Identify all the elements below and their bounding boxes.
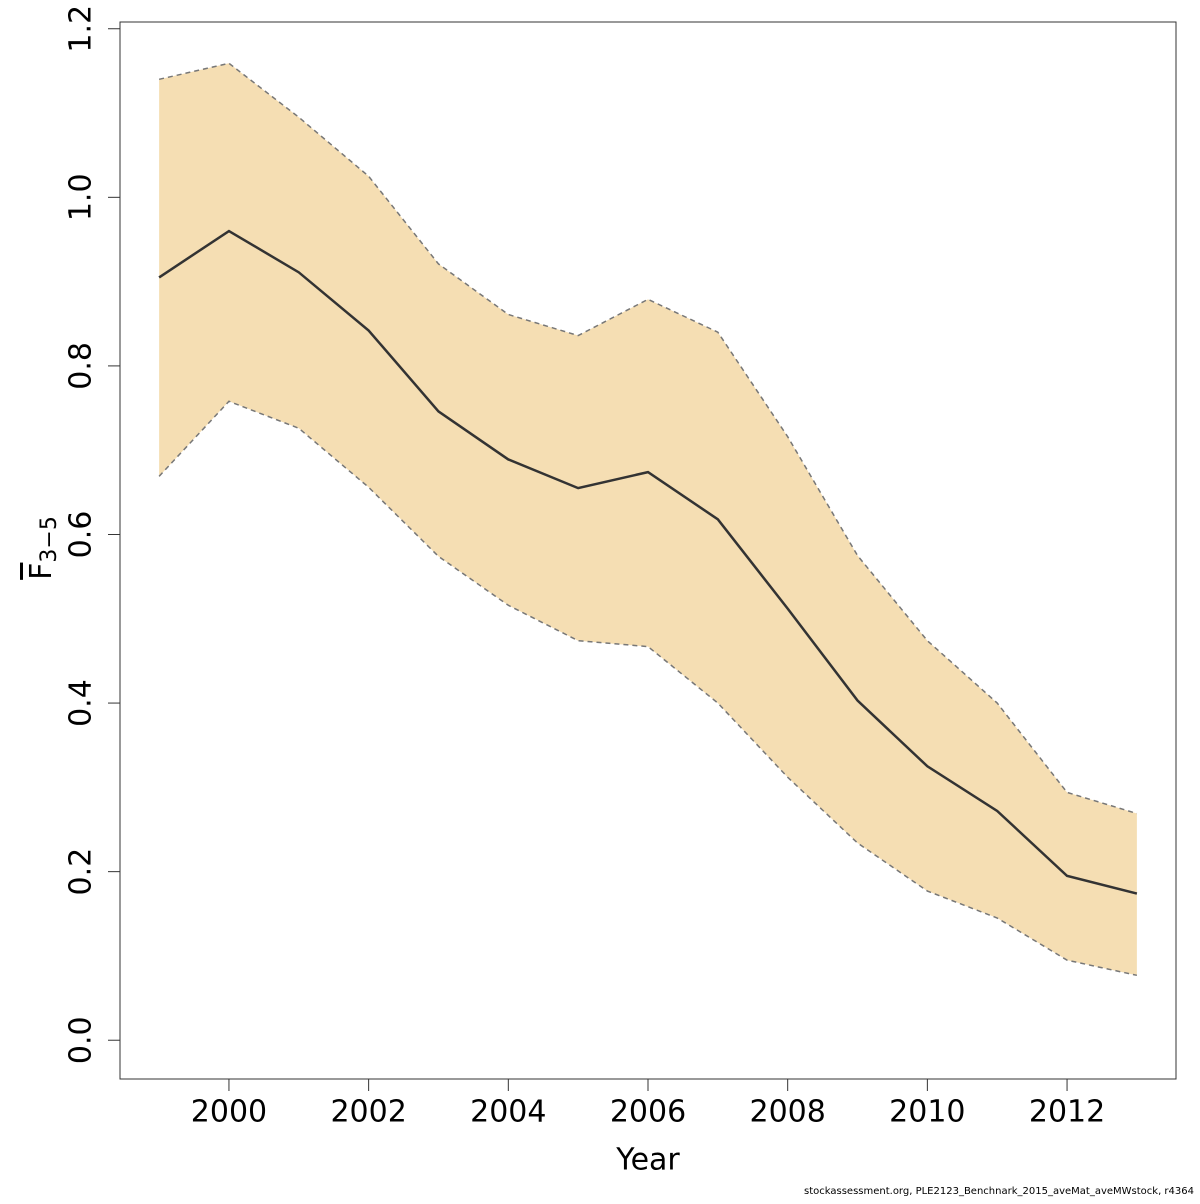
x-tick-label: 2010 [889,1095,965,1130]
x-axis-label: Year [615,1143,680,1178]
x-tick-label: 2002 [330,1095,406,1130]
x-tick-label: 2000 [191,1095,267,1130]
footer: stockassessment.org, PLE2123_Benchnark_2… [804,1186,1194,1197]
y-tick-label: 0.2 [64,848,99,896]
x-tick-label: 2006 [610,1095,686,1130]
y-axis-label-main: F [24,563,59,580]
y-axis-label: F3−5 [24,516,63,580]
y-tick-label: 1.0 [64,173,99,221]
x-tick-label: 2004 [470,1095,546,1130]
y-tick-label: 1.2 [64,5,99,53]
x-tick-label: 2012 [1029,1095,1105,1130]
upper-bound [158,62,1138,815]
y-tick-label: 0.6 [64,511,99,559]
y-axis-label-group: F3−5 [24,516,63,580]
estimate-line [158,229,1138,895]
y-tick-label: 0.0 [64,1016,99,1064]
confidence-band [159,63,1137,976]
y-tick-label: 0.4 [64,679,99,727]
y-axis-label-sub: 3−5 [37,516,62,562]
lower-bound [158,400,1138,977]
y-tick-label: 0.8 [64,342,99,390]
x-tick-label: 2008 [750,1095,826,1130]
